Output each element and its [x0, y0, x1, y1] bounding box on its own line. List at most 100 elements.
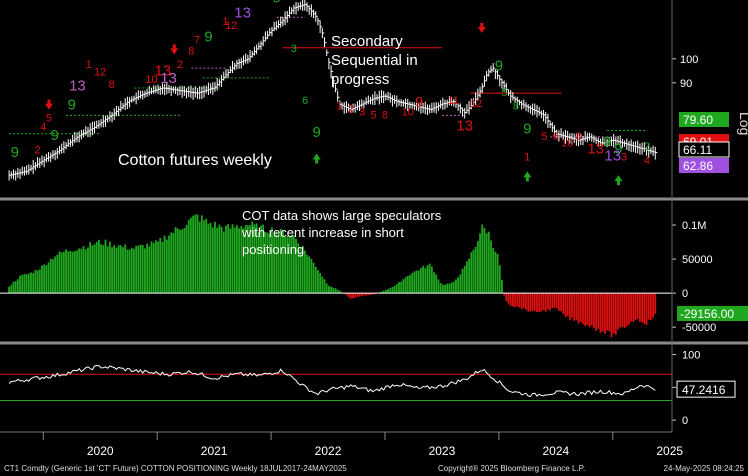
- cot-bar-long: [111, 247, 113, 294]
- cot-bar-short: [588, 293, 591, 328]
- cot-bar-short: [542, 293, 545, 311]
- cot-bar-long: [277, 233, 280, 294]
- cot-bar-long: [82, 246, 85, 294]
- cot-bar-short: [505, 293, 508, 302]
- osc-value-box: [676, 380, 736, 398]
- cot-bar-long: [428, 263, 431, 294]
- td-count-label: 9: [603, 134, 611, 151]
- cot-bar-short: [649, 293, 652, 321]
- cot-bar-short: [582, 293, 584, 325]
- td-count-label: 9: [273, 0, 281, 7]
- cot-bar-long: [113, 245, 116, 294]
- cot-bar-long: [317, 270, 319, 294]
- cot-bar-long: [229, 228, 232, 294]
- cot-bar-long: [38, 269, 41, 294]
- cot-bar-long: [133, 248, 135, 294]
- cot-bar-long: [312, 262, 315, 294]
- cot-bar-long: [328, 285, 330, 294]
- cot-bar-short: [518, 293, 521, 308]
- cot-bar-long: [395, 284, 398, 294]
- cot-bar-short: [551, 293, 554, 309]
- cot-bar-long: [209, 223, 212, 294]
- cot-bar-long: [284, 237, 286, 294]
- cot-bar-long: [382, 290, 385, 294]
- cot-bar-long: [174, 227, 177, 294]
- td-count-label: 8: [513, 101, 519, 113]
- cot-bar-long: [150, 241, 153, 294]
- cot-bar-short: [349, 293, 352, 299]
- cot-bar-long: [238, 228, 240, 294]
- buy-arrow-icon: [614, 175, 623, 186]
- cot-bar-short: [520, 293, 523, 310]
- cot-bar-short: [645, 293, 648, 325]
- cot-bar-long: [36, 270, 39, 294]
- cot-bar-long: [299, 247, 302, 294]
- cot-bar-long: [433, 272, 435, 294]
- cot-bar-short: [356, 293, 359, 297]
- cot-bar-short: [623, 293, 626, 329]
- cot-bar-long: [25, 274, 28, 294]
- td-count-label: 5: [502, 87, 508, 99]
- cot-bar-long: [391, 286, 394, 294]
- cot-bar-long: [288, 236, 291, 294]
- td-count-label: 13: [234, 4, 251, 21]
- cot-bar-short: [593, 293, 595, 328]
- secondary-line-3: progress: [331, 71, 389, 88]
- cot-bar-long: [286, 235, 289, 294]
- cot-bar-long: [240, 226, 243, 294]
- td-count-label: 13: [587, 140, 604, 157]
- cot-bar-short: [610, 293, 613, 338]
- cot-bar-long: [218, 224, 221, 294]
- cot-bar-short: [560, 293, 562, 312]
- cot-bar-short: [621, 293, 624, 327]
- cot-bar-long: [279, 228, 282, 294]
- cot-bar-long: [452, 281, 455, 294]
- osc-value-label: 47.2416: [682, 383, 726, 397]
- cot-bar-long: [52, 259, 54, 294]
- td-count-label: 9: [495, 58, 503, 75]
- cot-bar-long: [387, 289, 389, 294]
- cot-bar-long: [165, 239, 168, 294]
- cot-bar-long: [78, 248, 81, 294]
- cot-bar-short: [566, 293, 569, 317]
- cot-bar-long: [485, 233, 488, 294]
- cot-bar-long: [117, 245, 120, 294]
- td-count-label: 11: [448, 95, 459, 107]
- cot-bar-short: [345, 293, 348, 296]
- cot-bar-short: [601, 293, 604, 332]
- cot-bar-long: [253, 224, 256, 294]
- td-count-label: 9: [11, 144, 19, 161]
- cot-bar-long: [236, 225, 238, 294]
- cot-bar-long: [496, 253, 499, 294]
- td-count-label: 3: [359, 106, 365, 118]
- cot-bar-long: [461, 268, 464, 294]
- cot-bar-short: [540, 293, 543, 312]
- cot-bar-long: [275, 231, 278, 294]
- cot-bar-long: [409, 275, 411, 294]
- cot-bar-long: [139, 244, 142, 294]
- td-count-label: 10: [145, 74, 157, 86]
- cot-bar-long: [472, 249, 475, 294]
- cot-bar-long: [102, 245, 105, 294]
- cot-bar-short: [632, 293, 635, 323]
- cot-bar-short: [643, 293, 646, 324]
- cot-note-line-3: positioning: [242, 242, 304, 257]
- cot-note-line-2: with recent increase in short: [241, 225, 404, 240]
- cot-bar-long: [23, 274, 26, 294]
- cot-bar-long: [314, 267, 317, 294]
- cot-bar-long: [65, 249, 67, 294]
- cot-bar-long: [406, 276, 409, 294]
- td-count-label: 9: [415, 94, 423, 111]
- cot-bar-long: [303, 250, 306, 294]
- cot-bar-short: [628, 293, 630, 325]
- cot-bar-short: [516, 293, 519, 307]
- price-panel: 9294591311281013132879112139369123581091…: [8, 0, 748, 186]
- td-count-label: 9: [50, 127, 58, 144]
- cot-bar-long: [490, 240, 492, 294]
- oscillator-line: [8, 364, 656, 398]
- cot-bar-long: [8, 286, 11, 294]
- td-count-label: 9: [523, 121, 531, 138]
- td-count-label: 2: [177, 59, 183, 71]
- cot-bar-short: [595, 293, 598, 331]
- cot-bar-short: [647, 293, 650, 320]
